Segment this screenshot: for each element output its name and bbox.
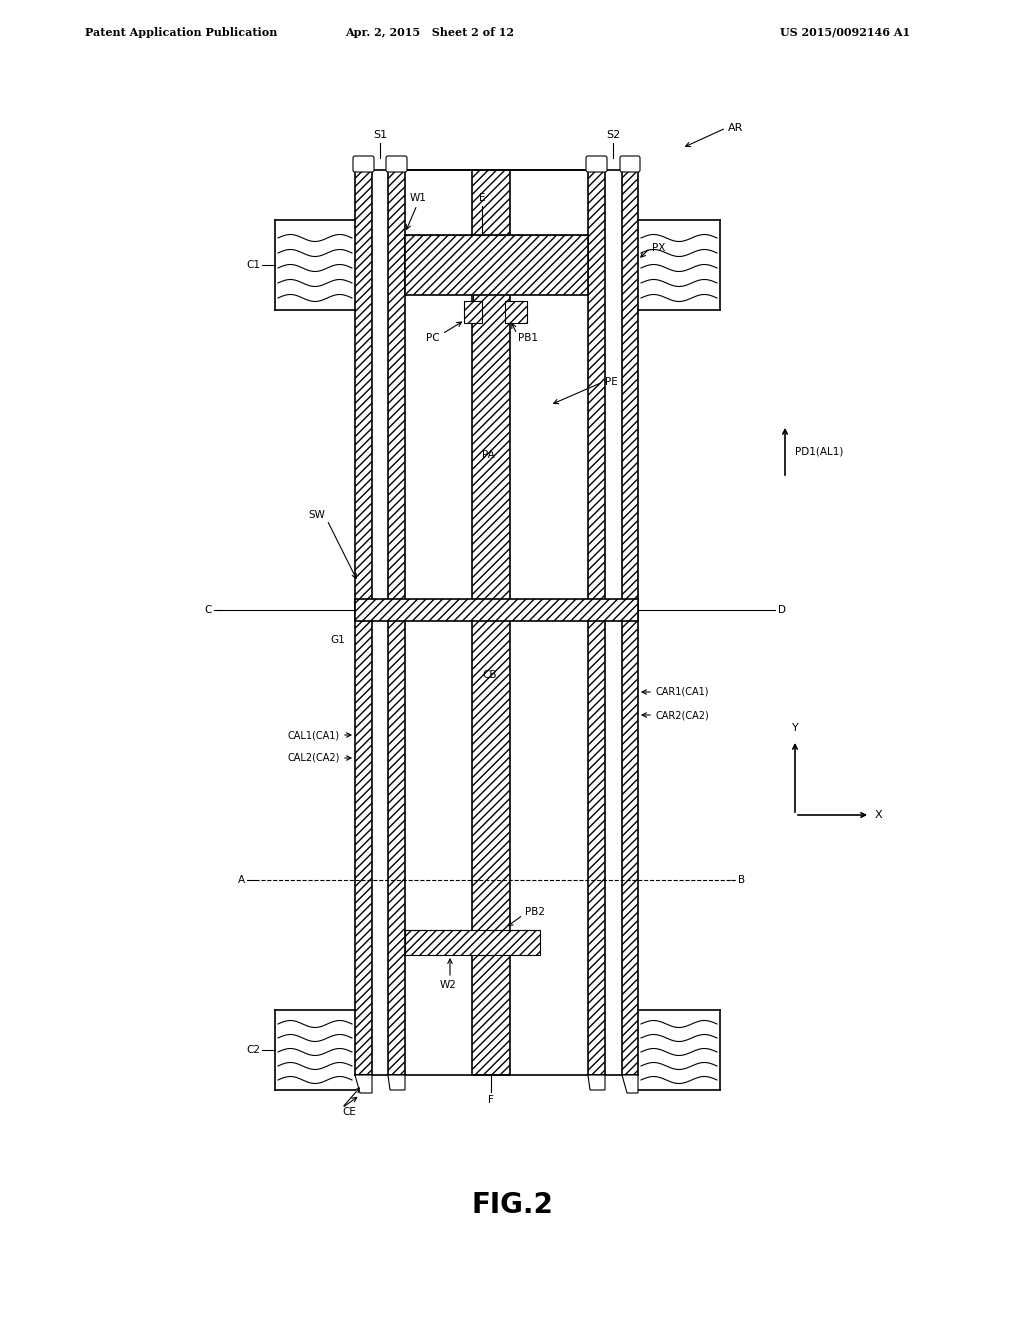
Text: W1: W1 [410,193,427,203]
FancyBboxPatch shape [620,156,640,172]
Bar [472,170,510,1074]
Text: F: F [488,1096,494,1105]
Polygon shape [588,1074,605,1090]
Bar [505,301,527,323]
Text: G1: G1 [331,635,345,645]
Text: B: B [738,875,745,884]
FancyBboxPatch shape [386,156,407,172]
Polygon shape [355,1074,372,1093]
Polygon shape [388,1074,406,1090]
Bar [464,301,482,323]
Text: Y: Y [792,723,799,733]
FancyBboxPatch shape [586,156,607,172]
Text: Patent Application Publication: Patent Application Publication [85,26,278,37]
Text: CB: CB [482,671,497,680]
Text: PD1(AL1): PD1(AL1) [795,446,844,457]
Bar [388,170,406,1074]
Polygon shape [622,1074,638,1093]
Bar [588,170,605,1074]
Text: AR: AR [728,123,743,133]
Bar [406,931,540,954]
Bar [355,599,638,620]
Text: S2: S2 [606,129,621,140]
Bar [406,235,588,294]
Text: A: A [238,875,245,884]
Text: PC: PC [426,333,440,343]
Text: US 2015/0092146 A1: US 2015/0092146 A1 [780,26,910,37]
Text: PX: PX [652,243,666,253]
Text: D: D [778,605,786,615]
Bar [622,170,638,1074]
Text: SW: SW [308,510,325,520]
Text: Apr. 2, 2015   Sheet 2 of 12: Apr. 2, 2015 Sheet 2 of 12 [345,26,514,37]
Text: C2: C2 [246,1045,260,1055]
FancyBboxPatch shape [353,156,374,172]
Text: PB1: PB1 [518,333,538,343]
Bar [355,170,372,1074]
Text: PA: PA [482,450,495,459]
Text: C1: C1 [246,260,260,271]
Text: CAR2(CA2): CAR2(CA2) [655,710,709,719]
Text: CAL1(CA1): CAL1(CA1) [288,730,340,741]
Text: CAL2(CA2): CAL2(CA2) [288,752,340,763]
Text: X: X [874,810,883,820]
Text: CAR1(CA1): CAR1(CA1) [655,686,709,697]
Text: C: C [205,605,212,615]
Text: E: E [479,193,485,203]
Text: W2: W2 [440,979,457,990]
Text: PE: PE [605,378,617,387]
Text: FIG.2: FIG.2 [471,1191,553,1218]
Text: S1: S1 [373,129,387,140]
Text: CE: CE [342,1107,356,1117]
Text: PB2: PB2 [525,907,545,917]
